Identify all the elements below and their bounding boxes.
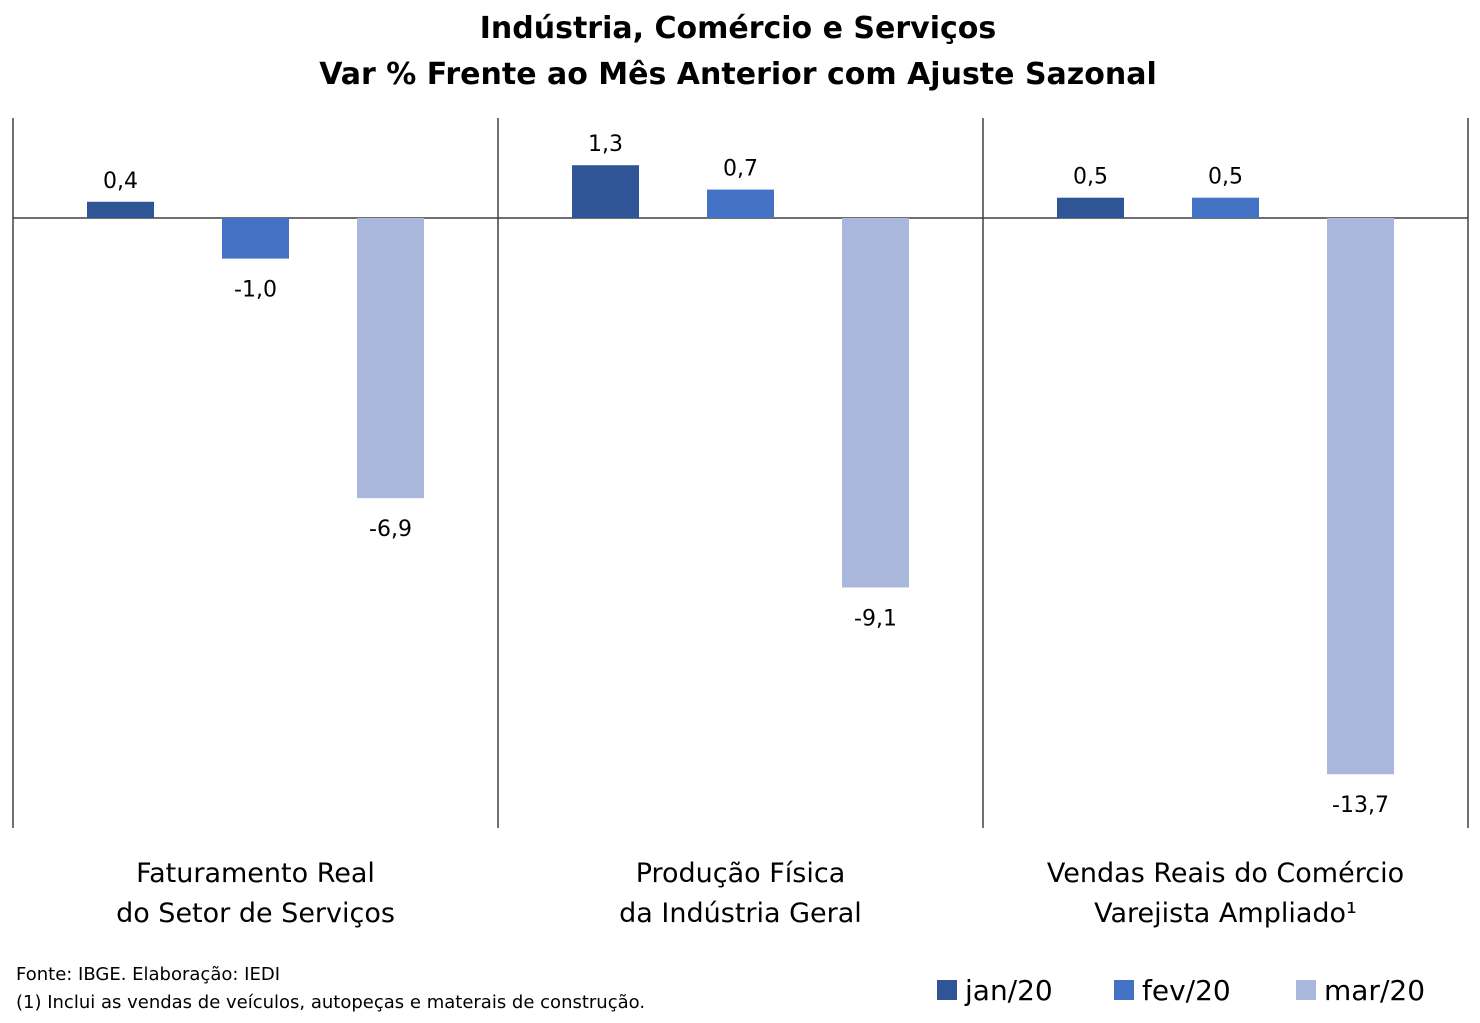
data-label: 0,4 bbox=[103, 169, 138, 194]
category-label: do Setor de Serviços bbox=[116, 898, 395, 929]
chart-subtitle: Var % Frente ao Mês Anterior com Ajuste … bbox=[319, 57, 1157, 92]
footnote: (1) Inclui as vendas de veículos, autope… bbox=[16, 992, 645, 1013]
legend-swatch bbox=[1296, 980, 1316, 1000]
data-label: 0,5 bbox=[1073, 165, 1108, 190]
bar bbox=[1192, 197, 1259, 218]
bar bbox=[87, 201, 154, 218]
bar bbox=[222, 218, 289, 259]
data-label: 0,7 bbox=[723, 157, 758, 182]
data-label: -1,0 bbox=[234, 278, 277, 303]
source-note: Fonte: IBGE. Elaboração: IEDI bbox=[16, 964, 280, 985]
legend-swatch bbox=[937, 980, 957, 1000]
category-labels-group: Faturamento Real do Setor de Serviços Prod… bbox=[116, 858, 1404, 929]
data-label: 1,3 bbox=[588, 132, 623, 157]
legend: jan/20 fev/20 mar/20 bbox=[937, 974, 1425, 1007]
chart-title: Indústria, Comércio e Serviços bbox=[480, 11, 997, 46]
data-label: -9,1 bbox=[854, 606, 897, 631]
data-label: 0,5 bbox=[1208, 165, 1243, 190]
category-label: Produção Física bbox=[636, 858, 846, 889]
bar bbox=[707, 189, 774, 218]
category-label: da Indústria Geral bbox=[619, 898, 862, 929]
legend-label: mar/20 bbox=[1324, 974, 1425, 1007]
bar bbox=[357, 218, 424, 499]
category-label: Faturamento Real bbox=[136, 858, 375, 889]
panel-separators bbox=[12, 118, 1469, 828]
legend-label: jan/20 bbox=[964, 974, 1053, 1007]
bar bbox=[842, 218, 909, 588]
data-label: -6,9 bbox=[369, 517, 412, 542]
bars-group bbox=[87, 165, 1394, 775]
legend-swatch bbox=[1114, 980, 1134, 1000]
bar bbox=[572, 165, 639, 218]
data-labels-group: 0,4 -1,0 -6,9 1,3 0,7 -9,1 0,5 0,5 -13,7 bbox=[103, 132, 1389, 818]
bar bbox=[1327, 218, 1394, 775]
legend-label: fev/20 bbox=[1142, 974, 1231, 1007]
category-label: Varejista Ampliado¹ bbox=[1094, 898, 1357, 929]
data-label: -13,7 bbox=[1332, 793, 1389, 818]
bar bbox=[1057, 197, 1124, 218]
category-label: Vendas Reais do Comércio bbox=[1047, 858, 1404, 889]
